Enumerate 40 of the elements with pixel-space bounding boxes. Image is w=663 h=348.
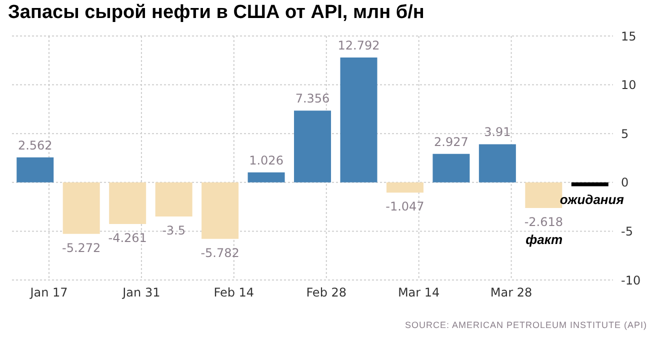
data-label: -1.047 bbox=[386, 200, 424, 214]
bar bbox=[340, 58, 378, 182]
data-label: 3.91 bbox=[484, 125, 511, 140]
x-tick-label: Jan 17 bbox=[29, 286, 68, 300]
x-tick-label: Jan 31 bbox=[122, 286, 160, 300]
bar bbox=[202, 182, 239, 239]
data-label: -2.618 bbox=[524, 214, 564, 229]
bar bbox=[432, 154, 470, 182]
data-label: -5.272 bbox=[62, 240, 101, 255]
bar bbox=[155, 182, 192, 217]
bar bbox=[294, 110, 332, 182]
bar bbox=[248, 172, 285, 182]
data-label: 2.562 bbox=[18, 138, 52, 152]
bar bbox=[16, 157, 54, 182]
chart-title: Запасы сырой нефти в США от API, млн б/н bbox=[8, 2, 426, 25]
x-tick-label: Feb 14 bbox=[214, 286, 254, 300]
x-tick-label: Mar 28 bbox=[490, 286, 532, 300]
data-label: 12.792 bbox=[338, 38, 380, 53]
y-tick-label: 5 bbox=[621, 126, 629, 141]
bar bbox=[478, 144, 516, 182]
y-tick-label: 15 bbox=[621, 29, 636, 44]
y-tick-label: 10 bbox=[621, 78, 636, 92]
data-label: 1.026 bbox=[249, 153, 284, 168]
x-tick-label: Mar 14 bbox=[398, 286, 440, 300]
actual-note: факт bbox=[526, 232, 563, 247]
expectation-note: ожидания bbox=[560, 192, 624, 208]
bar bbox=[386, 182, 424, 193]
source-note: SOURCE: AMERICAN PETROLEUM INSTITUTE (API) bbox=[404, 320, 648, 330]
y-tick-label: -5 bbox=[621, 224, 633, 238]
data-label: -4.261 bbox=[108, 230, 147, 245]
bar bbox=[109, 182, 146, 224]
x-tick-label: Feb 28 bbox=[306, 286, 347, 300]
y-tick-label: 0 bbox=[621, 176, 629, 190]
data-label: -5.782 bbox=[200, 246, 240, 260]
bar bbox=[571, 182, 608, 186]
y-tick-label: -10 bbox=[621, 273, 641, 288]
data-label: 2.927 bbox=[434, 134, 468, 149]
data-label: 7.356 bbox=[295, 92, 330, 106]
data-label: -3.5 bbox=[162, 224, 186, 238]
bar bbox=[62, 182, 100, 234]
